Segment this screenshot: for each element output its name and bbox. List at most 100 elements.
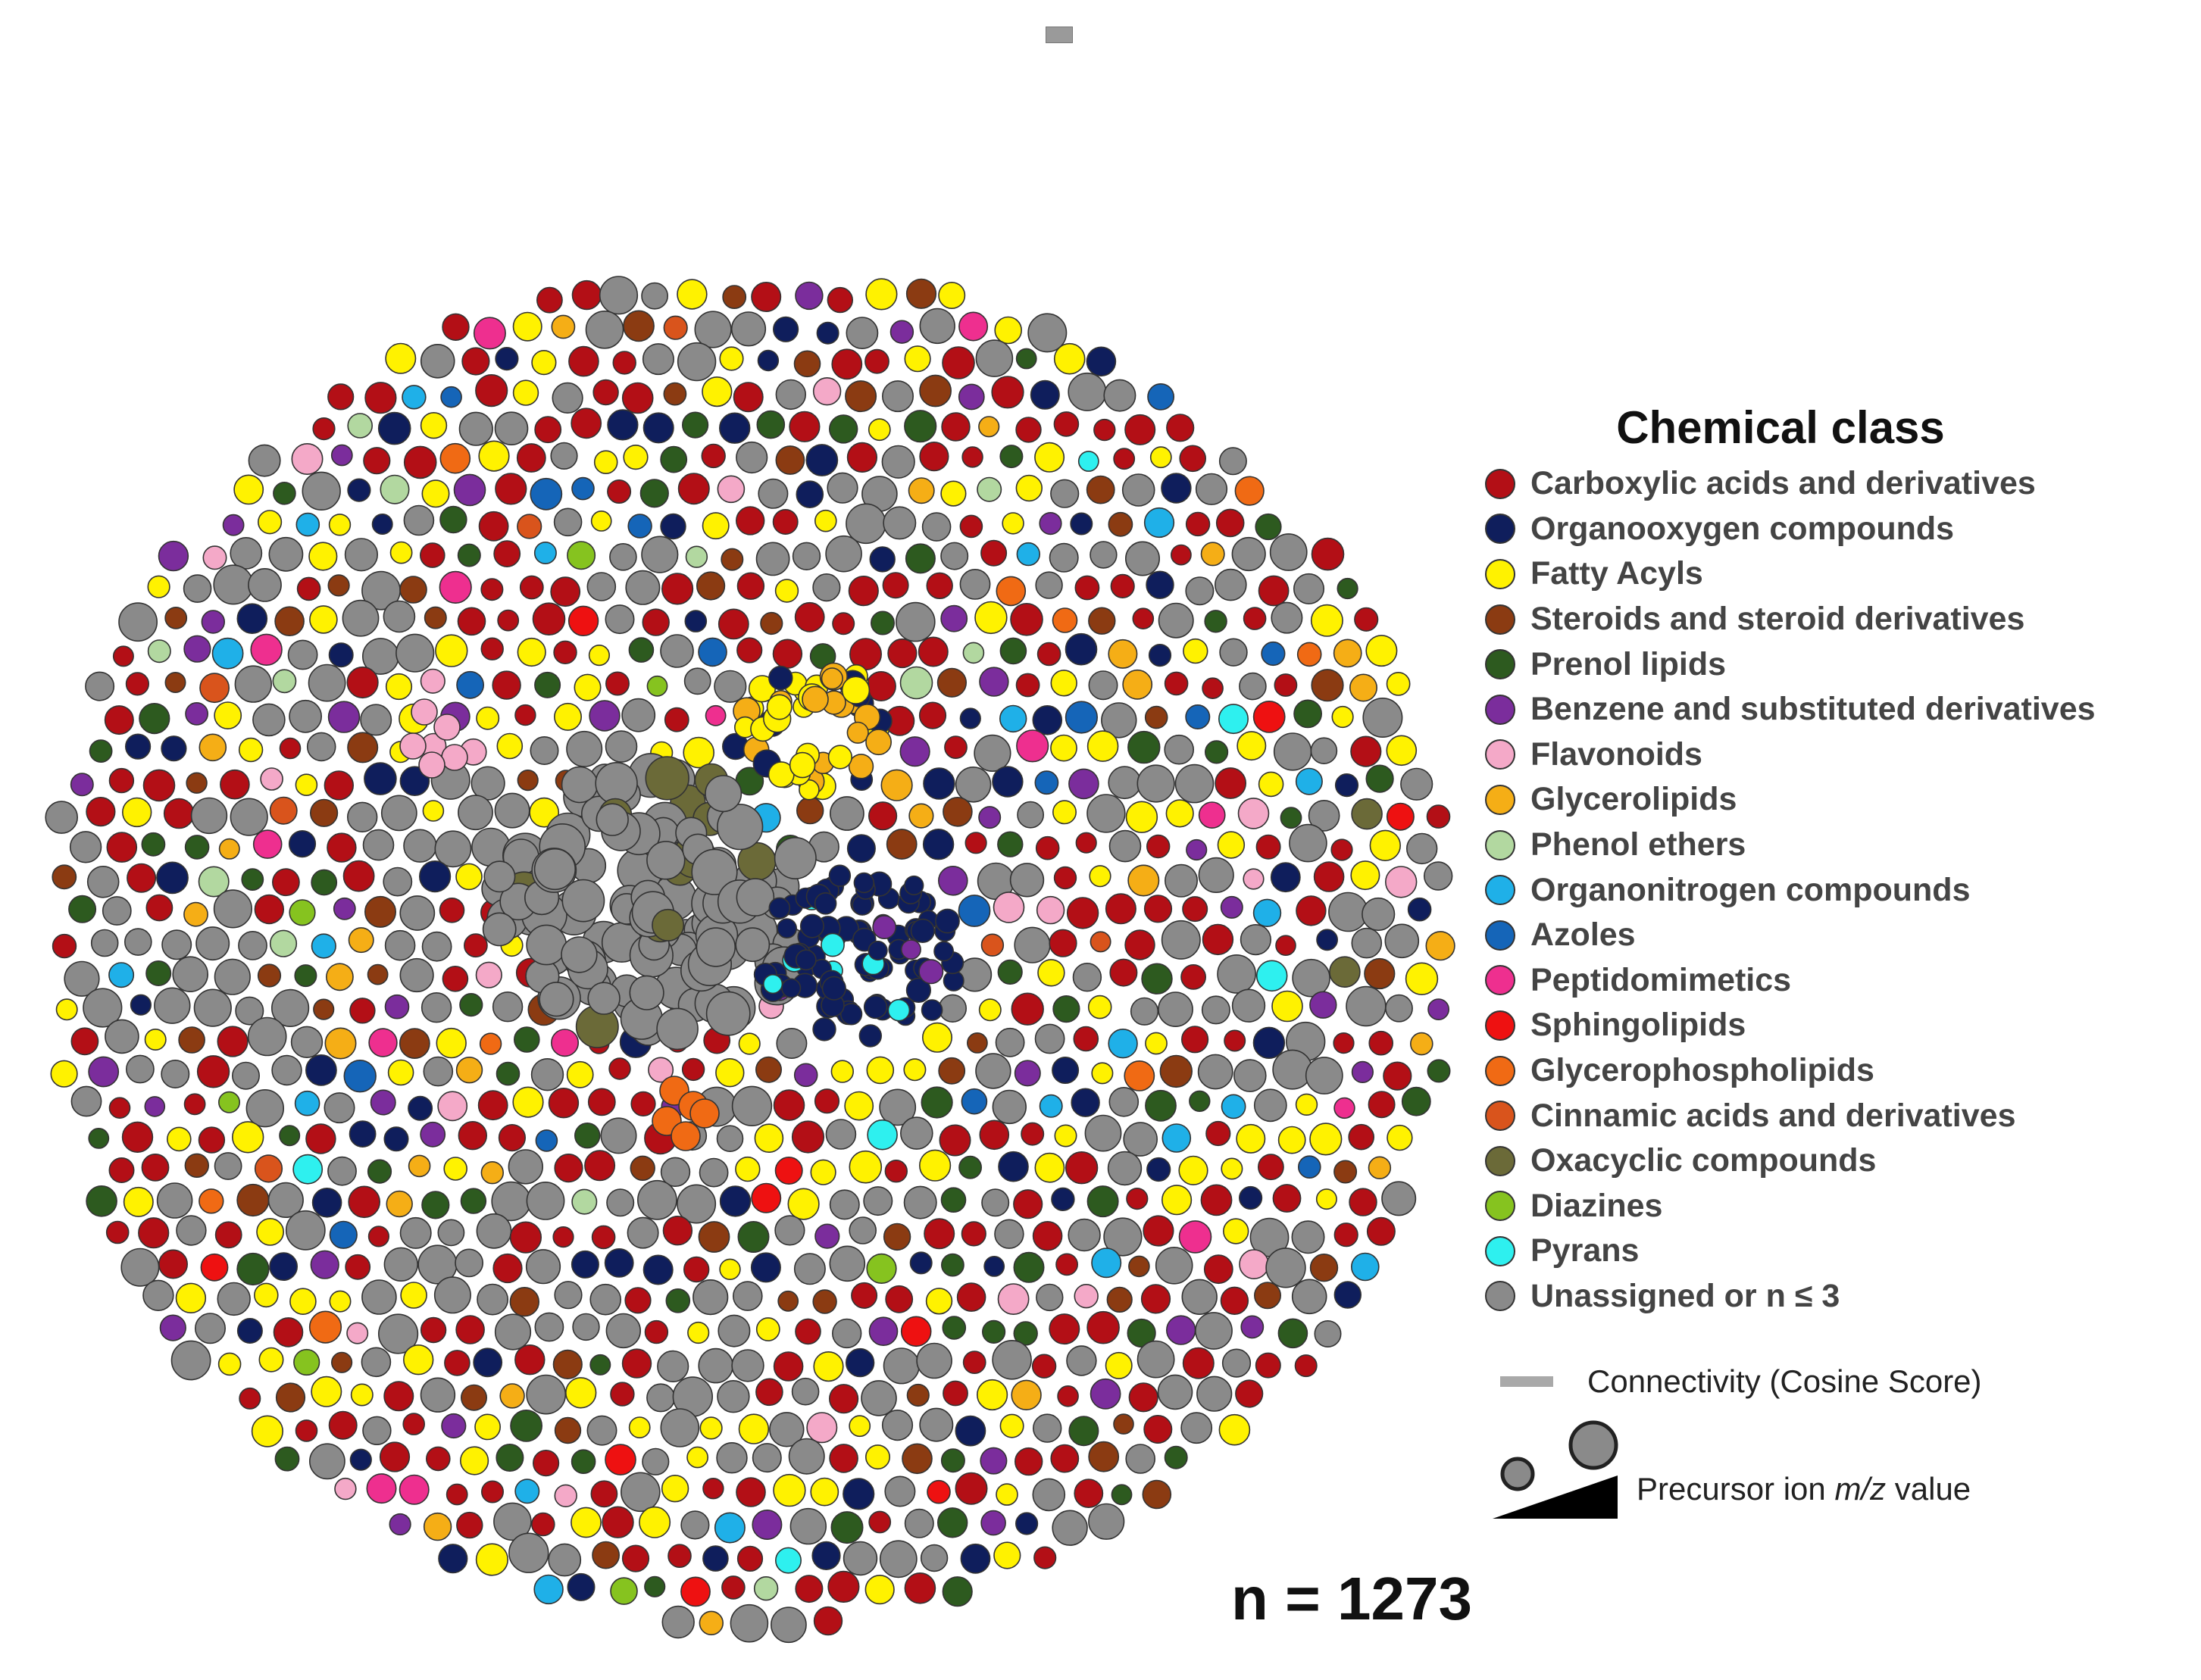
- network-node: [561, 936, 598, 973]
- network-node: [814, 509, 837, 532]
- network-node: [795, 1575, 824, 1603]
- network-node: [661, 573, 694, 605]
- network-node: [118, 602, 158, 642]
- network-node: [1057, 1385, 1079, 1407]
- network-node: [1053, 342, 1086, 375]
- network-node: [787, 1188, 820, 1220]
- network-node: [333, 897, 356, 920]
- network-node: [125, 1054, 155, 1084]
- network-node: [916, 1342, 952, 1379]
- network-node: [1143, 895, 1173, 923]
- network-node: [475, 1543, 509, 1576]
- network-node: [686, 1446, 709, 1469]
- network-node: [525, 1249, 561, 1285]
- legend-item: Organooxygen compounds: [1485, 507, 2190, 552]
- network-node: [684, 610, 708, 632]
- network-node: [385, 342, 417, 374]
- network-node: [161, 929, 192, 960]
- network-node: [257, 963, 282, 988]
- network-node: [1126, 1187, 1149, 1210]
- network-node: [1124, 414, 1156, 445]
- network-node: [1349, 673, 1378, 702]
- network-node: [1149, 446, 1172, 469]
- network-node: [510, 1410, 543, 1442]
- network-node: [903, 1185, 937, 1219]
- network-node: [190, 797, 228, 835]
- network-node: [839, 1003, 863, 1026]
- network-node: [1258, 1154, 1284, 1181]
- network-node: [867, 1119, 898, 1151]
- network-node: [621, 698, 656, 732]
- network-node: [308, 1443, 345, 1480]
- network-node: [313, 998, 335, 1020]
- legend-label: Glycerolipids: [1530, 781, 1737, 818]
- network-node: [812, 1017, 836, 1041]
- network-node: [996, 576, 1027, 607]
- network-node: [1125, 801, 1158, 833]
- network-node: [702, 512, 730, 540]
- network-node: [459, 1446, 489, 1475]
- network-node: [420, 1121, 446, 1148]
- network-node: [50, 1060, 78, 1088]
- network-node: [1146, 834, 1171, 859]
- network-node: [530, 735, 559, 765]
- network-node: [599, 276, 639, 315]
- legend-label: Cinnamic acids and derivatives: [1530, 1097, 2016, 1134]
- network-node: [567, 1572, 596, 1601]
- network-node: [342, 860, 375, 892]
- legend-label: Sphingolipids: [1530, 1007, 1746, 1044]
- network-node: [269, 796, 298, 825]
- network-node: [464, 933, 488, 958]
- network-node: [958, 895, 991, 927]
- legend-label: Organooxygen compounds: [1530, 510, 1955, 547]
- network-node: [214, 1152, 242, 1180]
- network-node: [361, 1347, 392, 1378]
- network-node: [863, 995, 888, 1020]
- network-node: [1231, 536, 1266, 572]
- network-node: [821, 932, 845, 957]
- network-node: [147, 639, 171, 664]
- network-node: [399, 1474, 430, 1505]
- network-node: [846, 721, 869, 744]
- network-node: [1050, 479, 1080, 508]
- network-node: [751, 1182, 782, 1213]
- network-node: [534, 671, 561, 698]
- network-node: [530, 477, 563, 511]
- network-node: [660, 1408, 700, 1447]
- network-node: [959, 707, 981, 729]
- network-node: [694, 311, 732, 348]
- network-node: [349, 1448, 372, 1471]
- network-node: [1039, 511, 1062, 536]
- legend-label: Benzene and substituted derivatives: [1530, 691, 2096, 728]
- network-node: [645, 756, 689, 801]
- network-node: [399, 1216, 432, 1249]
- network-node: [403, 504, 435, 536]
- network-node: [1091, 1062, 1114, 1085]
- network-node: [1110, 573, 1135, 599]
- legend-label: Oxacyclic compounds: [1530, 1142, 1877, 1179]
- network-node: [865, 278, 898, 311]
- network-node: [1171, 544, 1192, 566]
- network-node: [664, 707, 689, 732]
- network-node: [802, 685, 829, 714]
- network-node: [883, 1223, 911, 1251]
- legend-swatch: [1485, 558, 1515, 589]
- network-node: [514, 704, 536, 726]
- network-node: [902, 1443, 933, 1475]
- network-node: [687, 1321, 710, 1344]
- network-node: [421, 479, 450, 508]
- network-node: [1155, 1247, 1193, 1285]
- network-node: [561, 766, 599, 804]
- network-node: [508, 1149, 543, 1185]
- network-node: [1113, 448, 1136, 470]
- network-node: [1016, 542, 1041, 567]
- network-node: [938, 866, 968, 896]
- network-node: [370, 1089, 396, 1116]
- network-node: [1052, 800, 1077, 825]
- network-node: [329, 1220, 358, 1249]
- network-node: [1032, 1221, 1063, 1251]
- network-node: [473, 317, 506, 350]
- network-node: [167, 1126, 192, 1152]
- network-node: [717, 475, 746, 504]
